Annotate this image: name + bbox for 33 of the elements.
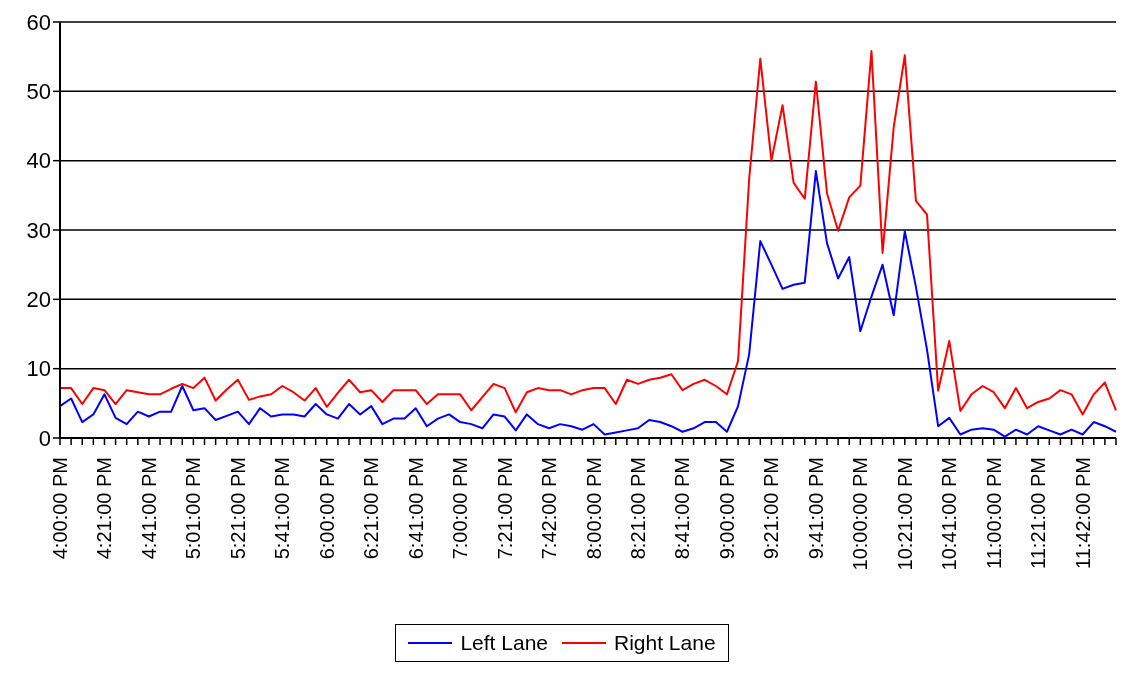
x-tick-label: 10:41:00 PM [938,457,961,571]
y-tick-label: 20 [26,287,51,313]
x-tick-label: 8:41:00 PM [671,457,694,560]
legend-label: Left Lane [460,631,548,655]
x-tick-label: 6:00:00 PM [315,457,338,560]
x-tick-label: 5:41:00 PM [271,457,294,560]
x-tick-label: 9:21:00 PM [760,457,783,560]
x-tick-label: 8:00:00 PM [582,457,605,560]
x-tick-label: 8:21:00 PM [627,457,650,560]
x-tick-label: 11:42:00 PM [1071,457,1094,569]
x-tick-label: 6:21:00 PM [360,457,383,560]
x-tick-label: 7:00:00 PM [449,457,472,560]
y-tick-label: 60 [26,9,51,35]
x-tick-label: 5:21:00 PM [226,457,249,560]
y-tick-label: 40 [26,148,51,174]
x-tick-label: 11:21:00 PM [1027,457,1050,569]
y-tick-label: 30 [26,217,51,243]
y-tick-label: 0 [38,425,51,451]
x-tick-label: 9:41:00 PM [804,457,827,560]
y-tick-label: 50 [26,79,51,105]
legend-label: Right Lane [614,631,716,655]
x-tick-label: 10:21:00 PM [893,457,916,571]
x-tick-label: 4:41:00 PM [137,457,160,560]
x-tick-label: 5:01:00 PM [182,457,205,560]
x-tick-label: 4:00:00 PM [49,457,71,560]
y-tick-label: 10 [26,356,51,382]
x-tick-label: 7:42:00 PM [538,457,561,560]
x-tick-label: 11:00:00 PM [982,457,1005,569]
x-tick-label: 9:00:00 PM [715,457,738,560]
x-tick-label: 10:00:00 PM [849,457,872,571]
x-tick-label: 6:41:00 PM [404,457,427,560]
x-tick-label: 4:21:00 PM [93,457,116,560]
x-tick-label: 7:21:00 PM [493,457,516,560]
